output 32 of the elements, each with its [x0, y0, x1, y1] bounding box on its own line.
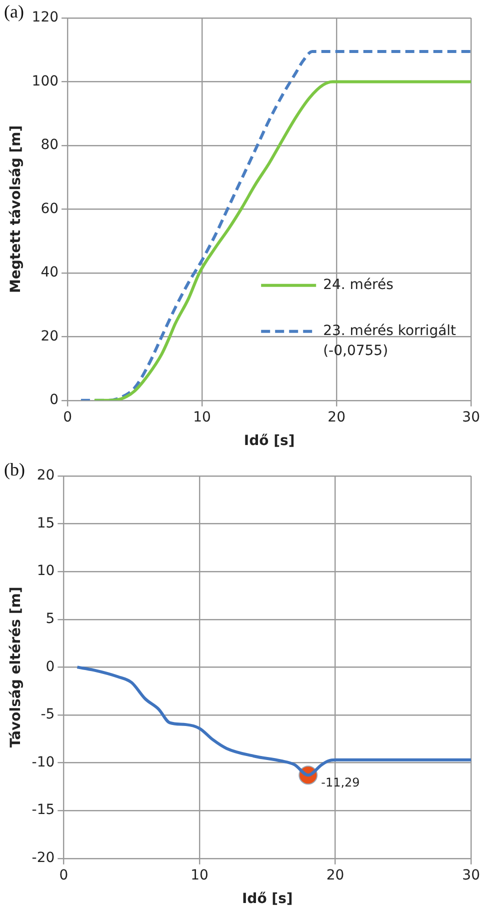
y-tick-label: -5: [40, 706, 55, 723]
y-axis-title: Távolság eltérés [m]: [8, 586, 24, 748]
annotation: -11,29: [321, 775, 360, 790]
y-tick-label: 0: [46, 658, 55, 675]
y-tick-label: 20: [40, 328, 59, 344]
y-tick-label: 120: [32, 10, 59, 26]
y-tick-label: 100: [32, 73, 59, 90]
y-tick-label: 20: [36, 468, 55, 484]
x-tick-label: 30: [462, 867, 480, 884]
y-tick-label: 60: [40, 200, 59, 217]
y-axis-title: Megtett távolság [m]: [8, 125, 24, 294]
x-tick-label: 10: [190, 867, 208, 884]
chart-title: (a): [4, 2, 24, 22]
y-tick-label: 5: [46, 611, 55, 628]
x-axis-title: Idő [s]: [244, 433, 295, 450]
legend-label: 23. mérés korrigált (-0,0755): [323, 323, 457, 360]
x-tick-label: 30: [462, 409, 480, 426]
y-tick-label: -15: [32, 802, 55, 818]
x-axis-title: Idő [s]: [242, 891, 293, 908]
y-tick-label: 0: [50, 392, 59, 408]
y-tick-label: 40: [40, 264, 59, 281]
y-tick-label: -10: [32, 754, 55, 770]
x-tick-label: 20: [328, 409, 346, 426]
y-tick-label: 80: [40, 137, 59, 154]
y-tick-label: 15: [36, 515, 55, 532]
chart-title: (b): [4, 460, 25, 480]
x-tick-label: 0: [63, 409, 72, 426]
x-tick-label: 10: [193, 409, 211, 426]
y-tick-label: 10: [36, 563, 55, 580]
x-tick-label: 20: [326, 867, 344, 884]
legend-label: 24. mérés: [323, 277, 394, 294]
y-tick-label: -20: [32, 850, 55, 866]
